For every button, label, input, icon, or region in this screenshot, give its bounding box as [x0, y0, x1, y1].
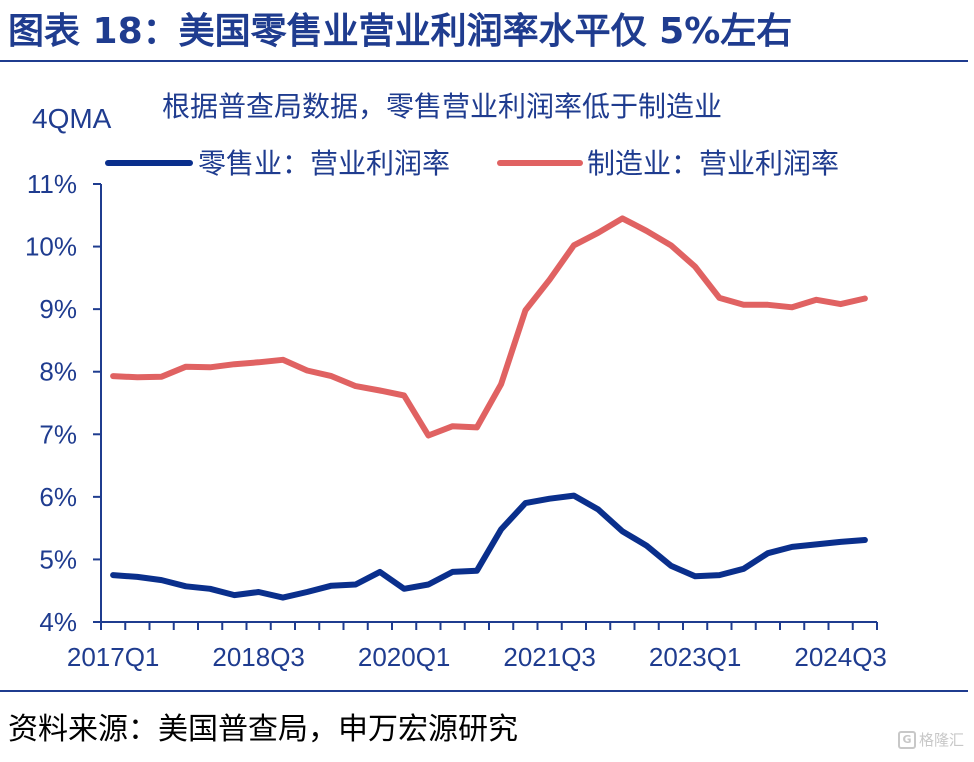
y-tick-label: 5% — [39, 544, 77, 574]
manufacturing-legend-label: 制造业：营业利润率 — [587, 147, 839, 180]
line-chart: 4QMA 根据普查局数据，零售营业利润率低于制造业 零售业：营业利润率 制造业：营… — [25, 90, 887, 672]
x-tick-label: 2023Q1 — [649, 642, 742, 672]
retail-legend-label: 零售业：营业利润率 — [198, 147, 450, 180]
x-tick-label: 2018Q3 — [212, 642, 305, 672]
series-layer — [110, 215, 868, 601]
watermark-text: 格隆汇 — [918, 731, 964, 749]
y-tick-label: 9% — [39, 294, 77, 324]
x-tick-label: 2021Q3 — [503, 642, 596, 672]
x-tick-label: 2024Q3 — [794, 642, 887, 672]
y-tick-label: 7% — [39, 419, 77, 449]
manufacturing-series-line — [110, 215, 868, 439]
source-divider — [0, 690, 968, 692]
retail-series-line — [110, 492, 868, 601]
y-tick-label: 4% — [39, 607, 77, 637]
figure-title: 图表 18：美国零售业营业利润率水平仅 5%左右 — [8, 11, 793, 52]
legend: 零售业：营业利润率 制造业：营业利润率 — [105, 147, 839, 180]
y-tick-label: 8% — [39, 357, 77, 387]
y-tick-label: 6% — [39, 482, 77, 512]
y-tick-label: 11% — [27, 169, 77, 199]
unit-label: 4QMA — [32, 103, 112, 134]
watermark: G 格隆汇 — [897, 729, 964, 750]
chart-subtitle: 根据普查局数据，零售营业利润率低于制造业 — [162, 90, 722, 123]
source-note: 资料来源：美国普查局，申万宏源研究 — [8, 712, 518, 747]
x-tick-label: 2020Q1 — [358, 642, 451, 672]
x-tick-label: 2017Q1 — [67, 642, 160, 672]
title-divider — [0, 60, 968, 62]
axes: 4% 5% 6% 7% 8% 9% 10% 11% 2017Q1 2018Q3 2020Q1 2021… — [25, 169, 887, 672]
y-tick-label: 10% — [25, 232, 77, 262]
watermark-logo-icon: G — [897, 730, 916, 749]
